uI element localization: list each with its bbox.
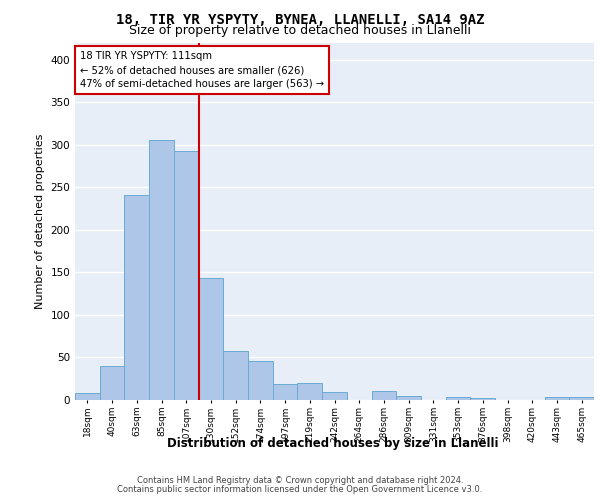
Bar bbox=[223, 352, 248, 400]
Bar bbox=[248, 361, 273, 400]
Bar bbox=[396, 396, 421, 400]
Bar bbox=[75, 393, 100, 400]
Bar bbox=[149, 140, 174, 400]
Bar bbox=[273, 384, 298, 400]
Bar bbox=[298, 383, 322, 400]
Text: Contains public sector information licensed under the Open Government Licence v3: Contains public sector information licen… bbox=[118, 485, 482, 494]
Bar bbox=[199, 278, 223, 400]
Text: 18, TIR YR YSPYTY, BYNEA, LLANELLI, SA14 9AZ: 18, TIR YR YSPYTY, BYNEA, LLANELLI, SA14… bbox=[116, 12, 484, 26]
Bar bbox=[545, 398, 569, 400]
Bar bbox=[124, 195, 149, 400]
Text: Contains HM Land Registry data © Crown copyright and database right 2024.: Contains HM Land Registry data © Crown c… bbox=[137, 476, 463, 485]
Text: Distribution of detached houses by size in Llanelli: Distribution of detached houses by size … bbox=[167, 438, 499, 450]
Bar bbox=[446, 398, 470, 400]
Bar bbox=[371, 390, 396, 400]
Text: Size of property relative to detached houses in Llanelli: Size of property relative to detached ho… bbox=[129, 24, 471, 37]
Bar bbox=[569, 396, 594, 400]
Bar bbox=[322, 392, 347, 400]
Bar bbox=[174, 152, 199, 400]
Bar bbox=[100, 366, 124, 400]
Text: 18 TIR YR YSPYTY: 111sqm
← 52% of detached houses are smaller (626)
47% of semi-: 18 TIR YR YSPYTY: 111sqm ← 52% of detach… bbox=[80, 52, 325, 90]
Bar bbox=[470, 398, 495, 400]
Y-axis label: Number of detached properties: Number of detached properties bbox=[35, 134, 45, 309]
